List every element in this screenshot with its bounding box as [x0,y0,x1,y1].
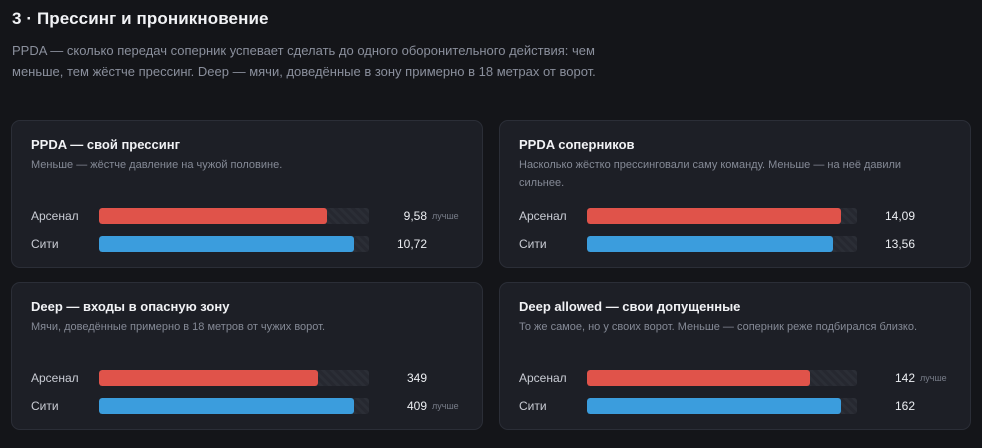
team-name: Сити [519,398,547,413]
bar-track [99,235,369,252]
better-badge: лучше [920,372,947,383]
team-row-city: Сити 10,72 [31,235,463,252]
bar-fill [99,369,318,386]
team-row-arsenal: Арсенал 142 лучше [519,369,951,386]
bar-track [587,397,857,414]
metric-value: 142 [894,370,915,385]
bar-fill [587,397,841,414]
bar-fill [587,235,833,252]
team-name: Сити [31,236,59,251]
team-row-arsenal: Арсенал 9,58 лучше [31,207,463,224]
bar-track [587,369,857,386]
bar-fill [99,207,328,224]
metric-card-ppda-opponents: PPDA соперников Насколько жёстко прессин… [499,120,971,268]
team-row-arsenal: Арсенал 349 [31,369,463,386]
team-name: Арсенал [31,370,79,385]
metric-value: 349 [406,370,427,385]
better-badge: лучше [432,400,459,411]
card-description: Насколько жёстко прессинговали саму кома… [519,159,902,189]
card-description: Мячи, доведённые примерно в 18 метров от… [31,321,326,333]
metric-cards-grid: PPDA — свой прессинг Меньше — жёстче дав… [11,120,971,438]
card-title: PPDA соперников [519,137,635,152]
bar-track [99,369,369,386]
metric-card-deep-allowed: Deep allowed — свои допущенные То же сам… [499,282,971,430]
bar-fill [587,207,841,224]
metric-card-ppda-own: PPDA — свой прессинг Меньше — жёстче дав… [11,120,483,268]
team-name: Арсенал [519,370,567,385]
section-description: PPDA — сколько передач соперник успевает… [12,43,596,79]
card-description: Меньше — жёстче давление на чужой полови… [31,159,283,171]
section-title: 3 · Прессинг и проникновение [12,9,269,28]
card-title: PPDA — свой прессинг [31,137,181,152]
team-row-arsenal: Арсенал 14,09 [519,207,951,224]
team-name: Сити [519,236,547,251]
card-description: То же самое, но у своих ворот. Меньше — … [519,321,918,333]
metric-value: 409 [406,398,427,413]
bar-fill [99,397,355,414]
team-row-city: Сити 13,56 [519,235,951,252]
team-name: Арсенал [31,208,79,223]
bar-track [587,235,857,252]
card-title: Deep — входы в опасную зону [31,299,230,314]
team-row-city: Сити 162 [519,397,951,414]
metric-value: 13,56 [884,236,915,251]
metric-value: 10,72 [396,236,427,251]
card-title: Deep allowed — свои допущенные [519,299,741,314]
team-name: Арсенал [519,208,567,223]
bar-fill [99,235,355,252]
team-row-city: Сити 409 лучше [31,397,463,414]
bar-track [99,207,369,224]
bar-fill [587,369,810,386]
team-name: Сити [31,398,59,413]
metric-card-deep: Deep — входы в опасную зону Мячи, доведё… [11,282,483,430]
bar-track [587,207,857,224]
bar-track [99,397,369,414]
metric-value: 14,09 [884,208,915,223]
metric-value: 162 [894,398,915,413]
metric-value: 9,58 [403,208,427,223]
better-badge: лучше [432,210,459,221]
